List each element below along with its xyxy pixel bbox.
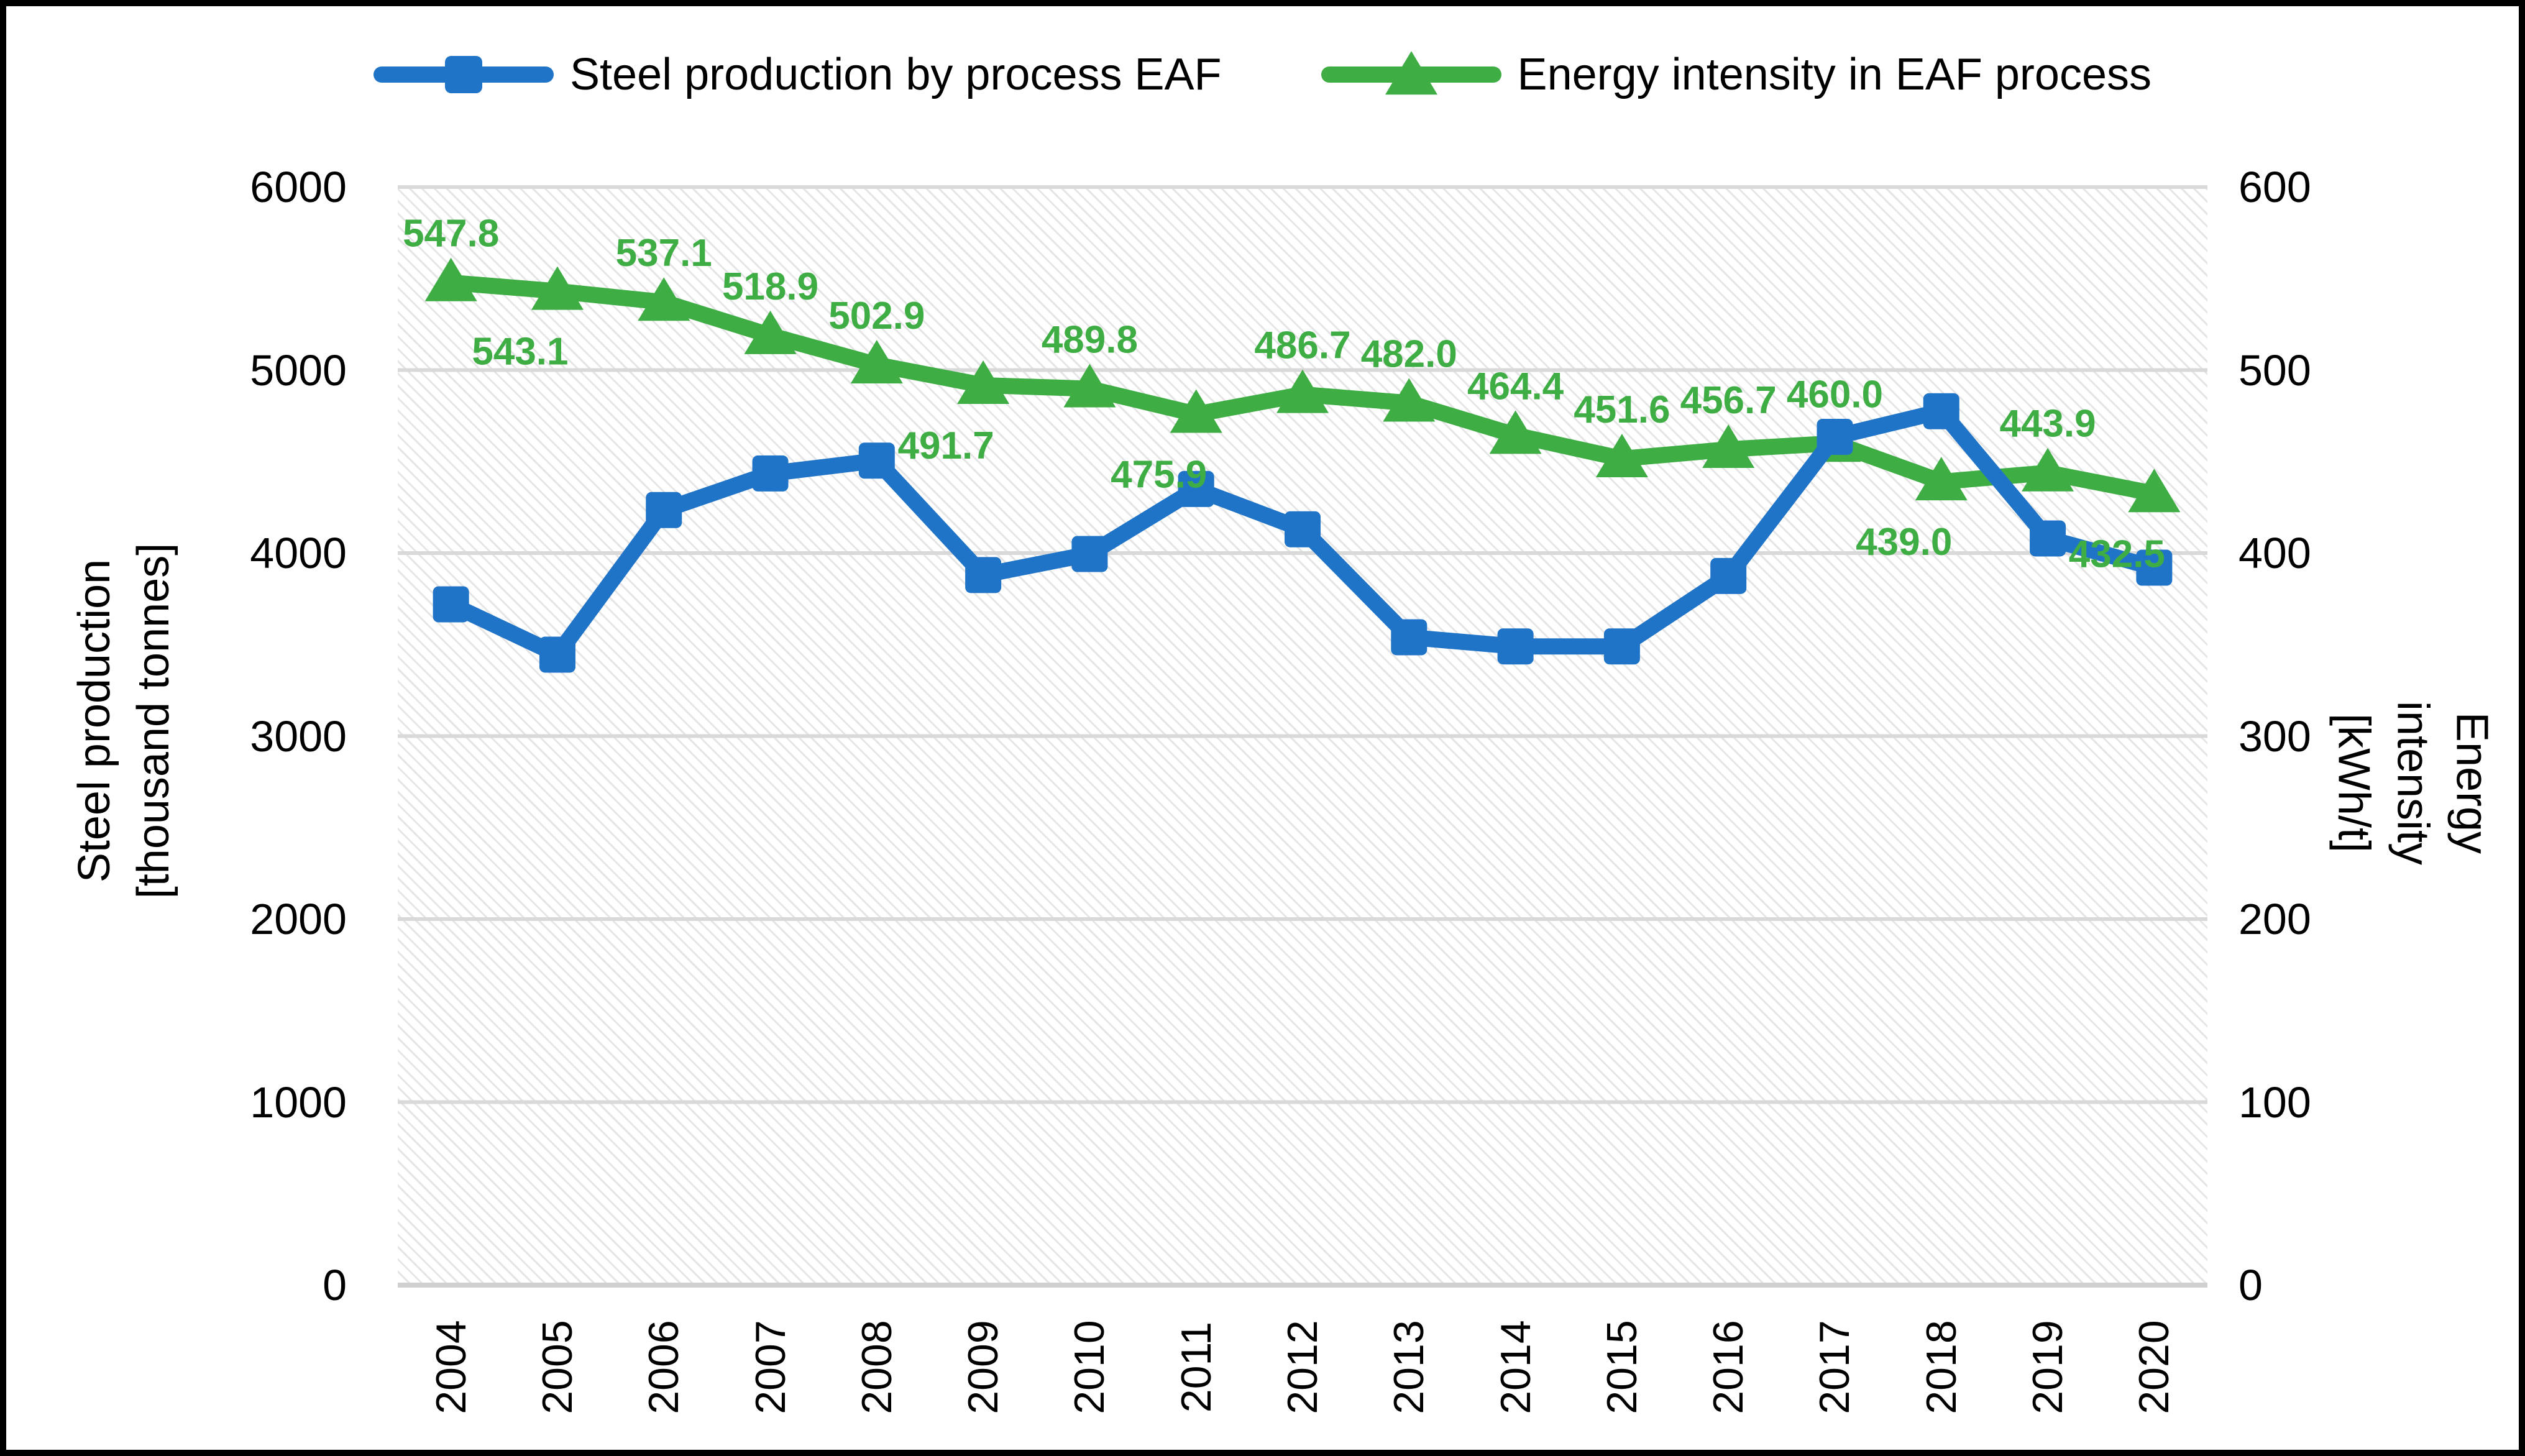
right-axis-tick-label: 400 xyxy=(2239,529,2311,577)
x-axis-year-label: 2016 xyxy=(1705,1320,1753,1414)
steel-production-marker xyxy=(646,492,682,528)
energy-intensity-marker xyxy=(638,277,690,321)
energy-intensity-marker xyxy=(1489,410,1542,454)
data-label: 460.0 xyxy=(1787,373,1883,416)
steel-production-marker xyxy=(1391,619,1427,656)
energy-intensity-marker xyxy=(1170,389,1222,433)
steel-production-marker xyxy=(1710,557,1747,594)
data-label: 547.8 xyxy=(403,213,499,255)
energy-intensity-marker xyxy=(531,266,584,310)
energy-intensity-marker xyxy=(424,257,477,301)
steel-production-marker xyxy=(1603,628,1640,665)
left-axis-tick-label: 1000 xyxy=(250,1078,347,1127)
left-axis-title-line1: Steel production xyxy=(69,559,119,883)
energy-intensity-marker xyxy=(2022,447,2074,492)
energy-intensity-marker xyxy=(1276,369,1329,413)
x-axis-year-label: 2008 xyxy=(853,1320,900,1414)
steel-production-marker xyxy=(965,557,1002,593)
right-axis-tick-label: 0 xyxy=(2239,1261,2263,1309)
data-label: 518.9 xyxy=(722,265,818,308)
x-axis-year-label: 2017 xyxy=(1811,1320,1859,1414)
energy-intensity-marker xyxy=(2128,469,2181,513)
left-axis-tick-label: 6000 xyxy=(250,163,347,211)
x-axis-year-label: 2012 xyxy=(1279,1320,1326,1414)
x-axis-year-label: 2010 xyxy=(1066,1320,1114,1414)
data-label: 439.0 xyxy=(1856,521,1952,564)
data-label: 491.7 xyxy=(898,424,994,467)
steel-production-marker xyxy=(1817,418,1853,455)
x-axis-year-label: 2011 xyxy=(1172,1321,1220,1413)
x-axis-year-label: 2009 xyxy=(960,1320,1007,1414)
data-label: 486.7 xyxy=(1254,324,1350,367)
energy-intensity-marker xyxy=(1063,364,1116,408)
data-label: 464.4 xyxy=(1467,365,1564,408)
blue-square-marker-icon xyxy=(445,56,482,93)
data-label: 456.7 xyxy=(1680,379,1777,422)
chart-legend: Steel production by process EAF Energy i… xyxy=(6,50,2519,99)
energy-intensity-marker xyxy=(744,310,797,354)
x-axis-year-label: 2019 xyxy=(2024,1320,2072,1414)
energy-intensity-marker xyxy=(957,360,1010,404)
right-axis-tick-label: 600 xyxy=(2239,163,2311,211)
x-axis-year-label: 2006 xyxy=(640,1320,688,1414)
plot-area: 547.8 543.1 537.1 518.9 502.9 491.7 489.8 475.9… xyxy=(398,185,2207,1288)
right-axis-title-line1: Energy xyxy=(2447,712,2497,854)
data-label: 502.9 xyxy=(828,295,925,337)
steel-series-swatch xyxy=(373,50,554,99)
right-axis-tick-label: 100 xyxy=(2239,1078,2311,1127)
steel-production-marker xyxy=(1923,393,1959,429)
energy-intensity-marker xyxy=(850,339,903,383)
legend-label-steel-production: Steel production by process EAF xyxy=(570,50,1222,99)
legend-item-steel-production: Steel production by process EAF xyxy=(373,50,1222,99)
left-axis-tick-label: 2000 xyxy=(250,895,347,943)
left-axis-tick-label: 0 xyxy=(323,1261,347,1309)
steel-production-marker xyxy=(1285,511,1321,547)
left-axis-tick-label: 3000 xyxy=(250,712,347,761)
data-label: 543.1 xyxy=(472,331,568,373)
steel-production-marker xyxy=(433,586,469,623)
x-axis-year-label: 2005 xyxy=(533,1320,581,1414)
data-label: 432.5 xyxy=(2069,533,2165,575)
steel-production-marker xyxy=(752,455,789,492)
right-axis-tick-label: 300 xyxy=(2239,712,2311,761)
data-label: 537.1 xyxy=(616,232,712,275)
x-axis-year-label: 2020 xyxy=(2130,1320,2178,1414)
left-axis-tick-label: 5000 xyxy=(250,346,347,395)
data-label: 475.9 xyxy=(1111,453,1207,496)
steel-production-marker xyxy=(539,636,575,673)
x-axis-year-label: 2014 xyxy=(1492,1320,1539,1414)
x-axis-year-label: 2018 xyxy=(1917,1320,1965,1414)
data-label: 443.9 xyxy=(1999,403,2096,446)
x-axis-year-label: 2015 xyxy=(1598,1320,1646,1414)
energy-series-swatch xyxy=(1321,50,1501,99)
x-axis-year-label: 2007 xyxy=(746,1320,794,1414)
x-axis-year-label: 2004 xyxy=(427,1320,475,1414)
energy-intensity-marker xyxy=(1383,378,1436,422)
energy-intensity-marker xyxy=(1702,424,1755,469)
x-axis-year-label: 2013 xyxy=(1385,1320,1433,1414)
steel-production-marker xyxy=(2136,549,2173,586)
data-label: 482.0 xyxy=(1361,333,1457,376)
left-axis-tick-label: 4000 xyxy=(250,529,347,577)
right-axis-tick-label: 500 xyxy=(2239,346,2311,395)
legend-label-energy-intensity: Energy intensity in EAF process xyxy=(1517,50,2152,99)
steel-production-marker xyxy=(1071,536,1108,572)
energy-intensity-marker xyxy=(1595,434,1648,478)
steel-production-marker xyxy=(858,442,895,479)
energy-intensity-marker xyxy=(1915,457,1968,501)
steel-production-marker xyxy=(1178,470,1214,507)
data-label: 451.6 xyxy=(1574,388,1670,431)
right-axis-tick-label: 200 xyxy=(2239,895,2311,943)
steel-production-marker xyxy=(1497,628,1534,665)
green-triangle-marker-icon xyxy=(1385,51,1437,95)
steel-production-marker xyxy=(2030,520,2066,557)
legend-item-energy-intensity: Energy intensity in EAF process xyxy=(1321,50,2152,99)
data-label: 489.8 xyxy=(1042,319,1138,362)
